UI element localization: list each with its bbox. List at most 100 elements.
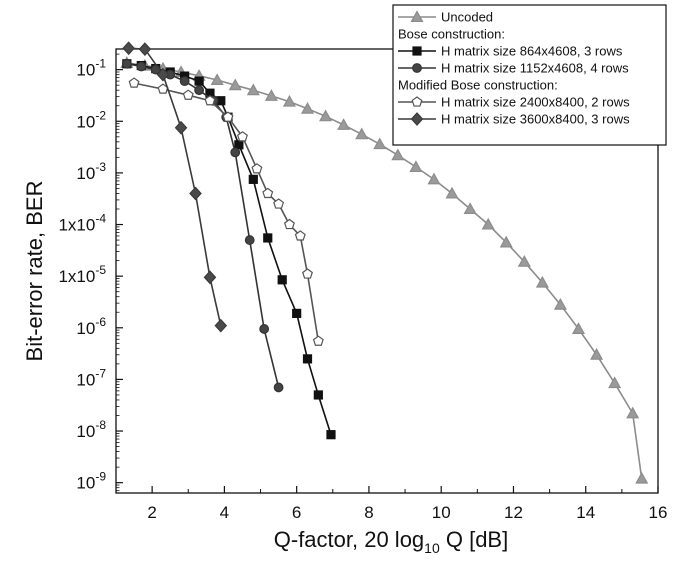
data-point [319, 109, 333, 122]
x-tick-label: 10 [432, 503, 451, 522]
data-point [553, 297, 567, 310]
legend-label: H matrix size 3600x8400, 3 rows [441, 112, 630, 127]
series-layer [120, 41, 649, 484]
legend-label: H matrix size 1152x4608, 4 rows [441, 61, 629, 76]
data-point [244, 235, 255, 245]
data-point [263, 233, 273, 243]
y-tick-label: 1x10-4 [58, 212, 106, 235]
x-axis-title-subscript: 10 [424, 540, 440, 556]
data-point [294, 230, 306, 241]
data-point [121, 58, 132, 69]
data-point [373, 137, 387, 150]
data-point [234, 140, 244, 150]
legend-item: H matrix size 864x4608, 3 rows [398, 44, 623, 59]
legend: Uncoded Bose construction: H matrix size 8… [392, 4, 667, 146]
data-point [355, 127, 369, 140]
y-tick-exponent: -2 [95, 108, 106, 122]
data-point [481, 217, 495, 230]
data-point [535, 275, 549, 288]
data-point [590, 348, 604, 360]
data-point [273, 198, 285, 209]
data-point [194, 85, 205, 96]
data-point [138, 42, 152, 56]
series-3 [121, 58, 284, 393]
data-point [182, 89, 194, 100]
data-point [273, 382, 284, 393]
y-tick-exponent: -7 [95, 366, 106, 380]
y-tick-exponent: -9 [95, 470, 106, 484]
data-point [262, 187, 274, 199]
legend-item: H matrix size 3600x8400, 3 rows [398, 112, 630, 127]
data-point [251, 163, 263, 174]
x-tick-label: 6 [292, 503, 301, 522]
y-tick-label: 10-2 [76, 108, 106, 131]
y-tick-exponent: -3 [95, 160, 106, 174]
data-point [128, 77, 140, 88]
y-tick-base: 10 [76, 164, 95, 183]
legend-marker [412, 63, 422, 73]
series-4 [128, 77, 324, 346]
data-point [228, 78, 242, 91]
data-point [302, 354, 313, 364]
x-tick-label: 4 [220, 503, 229, 522]
series-line [126, 63, 280, 388]
legend-marker [412, 46, 422, 56]
data-point [391, 148, 405, 161]
y-tick-base: 10 [76, 474, 95, 493]
y-tick-label: 10-9 [76, 470, 106, 493]
data-point [214, 318, 228, 333]
y-tick-label: 10-6 [76, 315, 106, 338]
x-axis-ticks: 2 4 6 8 10 12 14 16 [115, 486, 668, 522]
data-point [203, 270, 217, 285]
data-point [517, 255, 531, 267]
series-5 [122, 41, 228, 333]
x-tick-label: 8 [364, 503, 373, 522]
data-point [246, 83, 260, 96]
y-tick-base: 10 [76, 112, 95, 131]
x-tick-label: 16 [649, 503, 668, 522]
x-tick-label: 14 [576, 503, 595, 522]
data-point [445, 186, 459, 199]
legend-item: H matrix size 1152x4608, 4 rows [398, 61, 629, 76]
y-axis-title: Bit-error rate, BER [22, 181, 47, 362]
data-point [292, 308, 302, 318]
y-tick-base: 10 [76, 319, 95, 338]
legend-marker [410, 10, 424, 22]
data-point [282, 94, 296, 107]
legend-label: H matrix size 864x4608, 3 rows [441, 44, 623, 59]
legend-box [392, 4, 667, 146]
legend-item: H matrix size 2400x8400, 2 rows [398, 95, 630, 110]
legend-group-header: Modified Bose construction: [398, 78, 558, 93]
y-tick-base: 1x10 [58, 216, 95, 235]
data-point [248, 174, 258, 184]
legend-marker [411, 96, 423, 107]
y-tick-base: 1x10 [58, 267, 95, 286]
data-point [499, 235, 513, 248]
data-point [326, 430, 336, 440]
data-point [194, 76, 204, 86]
data-point [626, 406, 640, 419]
x-axis-title-main: Q-factor, 20 log [274, 527, 424, 552]
plot-frame [115, 48, 659, 494]
legend-marker [410, 112, 424, 126]
data-point [259, 324, 270, 334]
data-point [427, 172, 441, 185]
data-point [179, 76, 190, 87]
y-tick-base: 10 [76, 422, 95, 441]
legend-item: Uncoded [398, 10, 493, 25]
y-tick-label: 10-3 [76, 160, 106, 183]
data-point [312, 335, 324, 346]
x-tick-label: 12 [504, 503, 523, 522]
data-point [409, 160, 423, 173]
y-tick-label: 10-1 [76, 57, 106, 80]
legend-group-header: Bose construction: [398, 27, 505, 42]
data-point [608, 376, 622, 389]
x-axis-title: Q-factor, 20 log10 Q [dB] [274, 527, 508, 556]
x-axis-title-tail: Q [dB] [440, 527, 508, 552]
data-point [264, 89, 278, 101]
data-point [174, 120, 188, 135]
data-point [237, 131, 248, 142]
y-tick-label: 10-8 [76, 418, 106, 441]
series-1 [120, 56, 649, 484]
